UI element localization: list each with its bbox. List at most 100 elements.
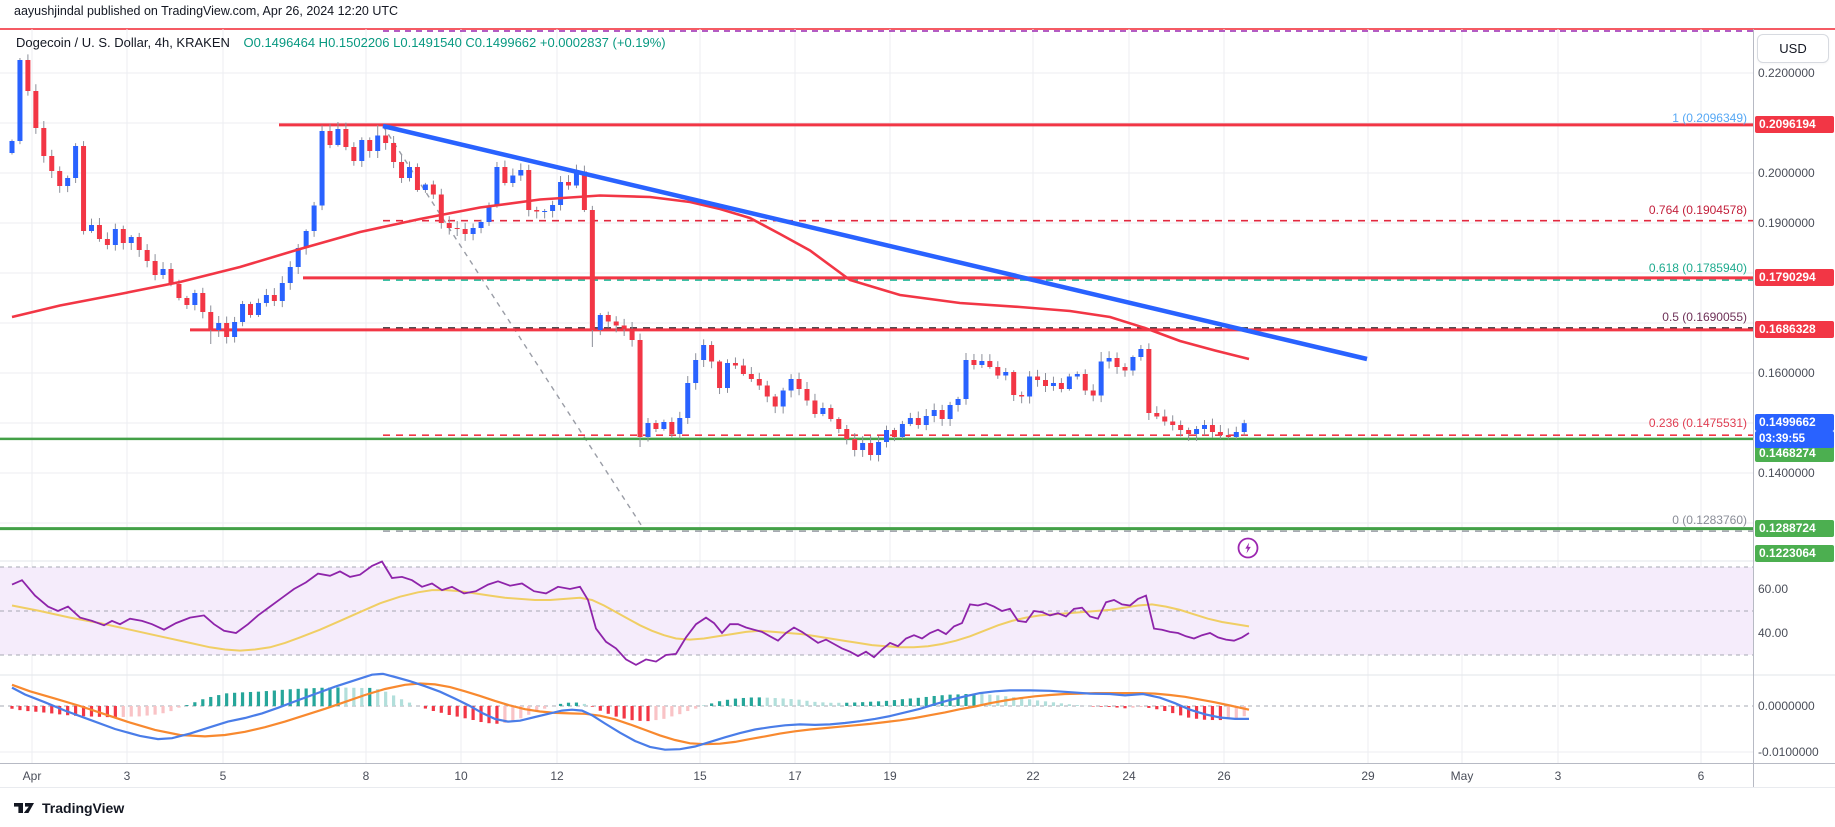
candle-body	[637, 340, 643, 437]
candle-body	[518, 170, 524, 176]
candle-body	[399, 162, 405, 178]
candle-body	[438, 194, 444, 223]
candle-body	[581, 171, 587, 210]
candle-body	[884, 430, 889, 442]
price-axis-tick: 0.2000000	[1758, 166, 1815, 180]
time-axis-tick: 26	[1217, 769, 1231, 783]
candle-body	[136, 237, 142, 250]
candle-body	[1241, 423, 1247, 432]
candle-body	[208, 312, 214, 330]
candle-body	[891, 430, 897, 437]
candle-body	[240, 304, 246, 322]
candle-body	[534, 210, 540, 212]
candle-body	[764, 385, 770, 397]
candle-body	[89, 225, 94, 231]
candle-body	[876, 442, 882, 455]
candle-body	[685, 383, 691, 418]
candle-body	[1194, 429, 1200, 434]
candle-body	[915, 418, 921, 425]
candle-body	[725, 363, 730, 388]
candle-body	[343, 129, 349, 147]
published-byline: aayushjindal published on TradingView.co…	[14, 4, 399, 18]
candle-body	[597, 315, 603, 330]
candle-body	[494, 167, 500, 206]
candle-body	[717, 361, 723, 388]
candle-body	[868, 443, 874, 455]
time-axis-tick: 10	[454, 769, 468, 783]
candle-body	[248, 304, 253, 315]
candle-body	[1178, 425, 1184, 430]
candle-body	[661, 422, 667, 429]
candle-body	[1154, 413, 1160, 417]
candle-body	[971, 360, 977, 365]
candle-body	[383, 135, 389, 143]
candle-body	[224, 323, 230, 337]
candle-body	[1233, 432, 1239, 437]
candle-body	[303, 231, 309, 248]
candle-body	[462, 229, 468, 234]
price-label-red: 0.1686328	[1755, 321, 1834, 339]
candle-body	[422, 184, 428, 190]
tradingview-logo[interactable]: TradingView	[14, 798, 124, 818]
candle-body	[1058, 383, 1064, 389]
time-axis-tick: 3	[1554, 769, 1562, 783]
chart-top-border	[0, 28, 1835, 30]
candle-body	[232, 322, 238, 337]
candle-body	[1066, 376, 1072, 389]
candle-body	[17, 60, 23, 141]
candle-body	[271, 295, 277, 301]
candle-body	[200, 293, 206, 312]
flash-event-icon[interactable]	[1236, 536, 1260, 560]
time-axis-tick: 15	[693, 769, 707, 783]
candle-body	[558, 182, 564, 205]
candle-body	[796, 379, 802, 389]
candle-body	[693, 360, 699, 383]
candle-body	[573, 171, 579, 186]
candle-body	[963, 360, 969, 399]
candle-body	[1019, 395, 1025, 397]
chart-legend[interactable]: Dogecoin / U. S. Dollar, 4h, KRAKEN O0.1…	[16, 35, 666, 50]
price-label-green: 0.1468274	[1755, 444, 1834, 462]
candle-body	[160, 269, 166, 275]
candle-body	[852, 439, 858, 450]
candle-body	[367, 140, 373, 151]
candle-body	[1170, 421, 1176, 425]
candle-body	[112, 229, 118, 245]
time-axis-tick: 29	[1361, 769, 1375, 783]
candle-body	[629, 329, 635, 340]
candle-body	[677, 418, 683, 434]
candle-body	[478, 222, 484, 228]
candle-body	[605, 315, 611, 322]
ma-line-red	[11, 194, 1250, 361]
candle-body	[1217, 432, 1223, 435]
candle-body	[311, 205, 317, 231]
candle-body	[263, 295, 269, 303]
candle-body	[645, 423, 651, 437]
candle-body	[1098, 361, 1104, 396]
candle-body	[820, 408, 826, 414]
candle-body	[41, 128, 47, 156]
price-axis-tick: 0.1600000	[1758, 366, 1815, 380]
candle-body	[1043, 380, 1048, 386]
candle-body	[836, 419, 842, 429]
candle-body	[375, 135, 381, 151]
candle-body	[812, 400, 818, 414]
descending-trendline-blue	[382, 123, 1368, 362]
price-axis-tick: 0.1400000	[1758, 466, 1815, 480]
candle-body	[542, 211, 548, 212]
candle-body	[120, 229, 126, 243]
time-axis-tick: 6	[1697, 769, 1705, 783]
candle-body	[144, 250, 150, 261]
candle-body	[621, 325, 627, 329]
candle-body	[430, 184, 436, 195]
time-axis-tick: 19	[883, 769, 897, 783]
candle-body	[860, 443, 866, 450]
currency-toggle-button[interactable]: USD	[1757, 34, 1829, 63]
candle-body	[1186, 430, 1192, 434]
candle-body	[295, 248, 301, 267]
candle-body	[327, 131, 333, 145]
candle-body	[73, 146, 79, 178]
price-axis-tick: 0.2200000	[1758, 66, 1815, 80]
